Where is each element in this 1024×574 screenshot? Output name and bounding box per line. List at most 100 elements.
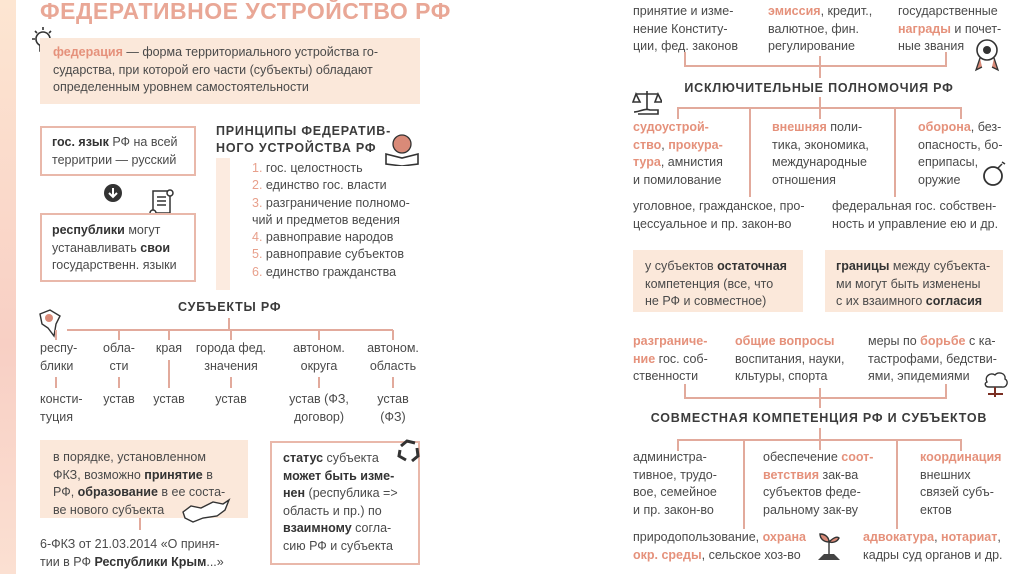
subject-founding-law: устав (ФЗ, договор) bbox=[273, 391, 365, 426]
text-segment: единство гражданства bbox=[262, 264, 397, 279]
subject-type-line: автоном. bbox=[367, 341, 419, 355]
text-segment: природопользование, bbox=[633, 530, 763, 544]
text-segment: кадры суд органов и др. bbox=[863, 547, 1003, 562]
highlighted-term: борьбе bbox=[920, 334, 966, 348]
text-line: регулирование bbox=[768, 38, 872, 56]
text-line: ство, прокура- bbox=[633, 137, 723, 155]
text-line: у субъектов остаточная bbox=[645, 258, 787, 276]
subject-type-line: сти bbox=[109, 358, 129, 373]
text-line: окр. среды, сельское хоз-во bbox=[633, 547, 806, 565]
text-segment: в ее соста- bbox=[157, 485, 226, 499]
highlighted-term: ство bbox=[633, 137, 662, 152]
text-segment: государственн. языки bbox=[52, 258, 177, 272]
exclusive-power-item: эмиссия, кредит., валютное, фин. регулиров… bbox=[768, 3, 872, 56]
text-segment: сударства, при которой его части (субъек… bbox=[53, 62, 373, 77]
text-line: ми могут быть изменены bbox=[836, 276, 990, 294]
text-segment: чий и предметов ведения bbox=[252, 212, 400, 227]
text-line: разграниче- bbox=[633, 333, 708, 351]
text-line: уголовное, гражданское, про- bbox=[633, 198, 805, 216]
subject-type: города фед. значения bbox=[185, 340, 277, 375]
republics-languages-text: республики могут устанавливать свои госуда… bbox=[52, 222, 177, 275]
text-segment: ве нового субъекта bbox=[53, 502, 165, 517]
text-line: эмиссия, кредит., bbox=[768, 3, 872, 21]
text-line: ФКЗ, возможно принятие в bbox=[53, 467, 225, 485]
text-segment: и почет- bbox=[950, 21, 1002, 36]
joint-competence-item: обеспечение соот-ветствия зак-ва субъекто… bbox=[763, 449, 873, 519]
list-number: 4. bbox=[252, 230, 263, 245]
highlighted-term: внешняя bbox=[772, 120, 827, 134]
text-segment: ми могут быть изменены bbox=[836, 276, 981, 291]
text-segment: и помилование bbox=[633, 172, 722, 187]
bold-term: границы bbox=[836, 259, 890, 273]
text-line: федерация — форма территориального устро… bbox=[53, 44, 378, 62]
scales-justice-icon bbox=[632, 91, 662, 115]
text-line: кадры суд органов и др. bbox=[863, 547, 1003, 565]
text-line: 6-ФКЗ от 21.03.2014 «О приня- bbox=[40, 536, 224, 554]
text-line: оружие bbox=[918, 172, 1003, 190]
borders-change-text: границы между субъекта-ми могут быть изм… bbox=[836, 258, 990, 311]
text-segment: валютное, фин. bbox=[768, 21, 859, 36]
subject-type-line: блики bbox=[40, 358, 74, 373]
text-line: оборона, без- bbox=[918, 119, 1003, 137]
text-line: определенным уровнем самостоятельности bbox=[53, 79, 378, 97]
principles-heading: ПРИНЦИПЫ ФЕДЕРАТИВ- НОГО УСТРОЙСТВА РФ bbox=[216, 124, 392, 155]
text-segment: 6-ФКЗ от 21.03.2014 «О приня- bbox=[40, 537, 220, 551]
text-segment: международные bbox=[772, 155, 867, 169]
text-line: тика, экономика, bbox=[772, 137, 869, 155]
text-segment: тастрофами, бедстви- bbox=[868, 351, 997, 366]
highlighted-term: прокура- bbox=[668, 137, 723, 152]
exclusive-tree-line bbox=[677, 107, 962, 109]
text-segment: государственные bbox=[898, 4, 998, 18]
text-line: 5. равноправие субъектов bbox=[252, 246, 410, 263]
text-line: ве нового субъекта bbox=[53, 502, 225, 520]
exclusive-power-item: внешняя поли-тика, экономика, международн… bbox=[772, 119, 869, 189]
highlighted-term: ветствия bbox=[763, 467, 819, 482]
text-segment: равноправие народов bbox=[262, 230, 394, 245]
subject-founding-law: консти-туция bbox=[40, 391, 83, 426]
text-segment: с их взаимного bbox=[836, 294, 926, 308]
text-segment: РФ на всей bbox=[108, 135, 178, 149]
subjects-heading: СУБЪЕКТЫ РФ bbox=[178, 300, 282, 314]
text-line: награды и почет- bbox=[898, 21, 1001, 39]
text-segment: согла- bbox=[351, 521, 392, 535]
text-line: 4. равноправие народов bbox=[252, 229, 410, 246]
subject-law-line: устав bbox=[377, 392, 409, 406]
joint-competence-item: адвокатура, нотариат, кадры суд органов и… bbox=[863, 529, 1003, 564]
text-line: республики могут bbox=[52, 222, 177, 240]
joint-competence-item: администра-тивное, трудо-вое, семейное и … bbox=[633, 449, 717, 519]
text-line: 1. гос. целостность bbox=[252, 160, 410, 177]
text-line: ность и управление ею и др. bbox=[832, 216, 998, 234]
text-line: ственности bbox=[633, 368, 708, 386]
subject-law-line: устав bbox=[103, 392, 135, 406]
text-segment: субъекта bbox=[323, 451, 379, 465]
exclusive-top-bracket bbox=[684, 65, 947, 67]
text-segment: регулирование bbox=[768, 39, 855, 53]
text-line: природопользование, охрана bbox=[633, 529, 806, 547]
admission-text: в порядке, установленном ФКЗ, возможно пр… bbox=[53, 449, 225, 519]
text-line: в порядке, установленном bbox=[53, 449, 225, 467]
subject-type: края bbox=[123, 340, 215, 358]
text-segment: уголовное, гражданское, про- bbox=[633, 199, 805, 213]
text-segment: еприпасы, bbox=[918, 155, 979, 169]
text-segment: компетенция (все, что bbox=[645, 276, 774, 291]
text-segment: цессуальное и пр. закон-во bbox=[633, 216, 792, 231]
text-segment: обеспечение bbox=[763, 450, 842, 464]
text-line: не РФ и совместное) bbox=[645, 293, 787, 311]
russia-map-icon bbox=[182, 498, 231, 523]
highlighted-term: координация bbox=[920, 450, 1002, 464]
principles-bar bbox=[216, 158, 230, 290]
highlighted-term: судоустрой- bbox=[633, 120, 709, 134]
language-box bbox=[40, 126, 196, 176]
subject-type: автоном. область bbox=[347, 340, 439, 375]
highlighted-term: окр. среды bbox=[633, 547, 702, 562]
text-line: ние гос. соб- bbox=[633, 351, 708, 369]
bold-term: принятие bbox=[144, 467, 203, 482]
subject-law-line: устав bbox=[153, 392, 185, 406]
text-line: сударства, при которой его части (субъек… bbox=[53, 62, 378, 80]
bomb-icon bbox=[983, 161, 1006, 186]
joint-competence-item: координация внешних связей субъ-ектов bbox=[920, 449, 1001, 519]
text-segment: между субъекта- bbox=[889, 259, 991, 273]
subject-type-line: респу- bbox=[40, 341, 78, 355]
text-line: федеральная гос. собствен- bbox=[832, 198, 998, 216]
highlighted-term: общие вопросы bbox=[735, 334, 835, 348]
